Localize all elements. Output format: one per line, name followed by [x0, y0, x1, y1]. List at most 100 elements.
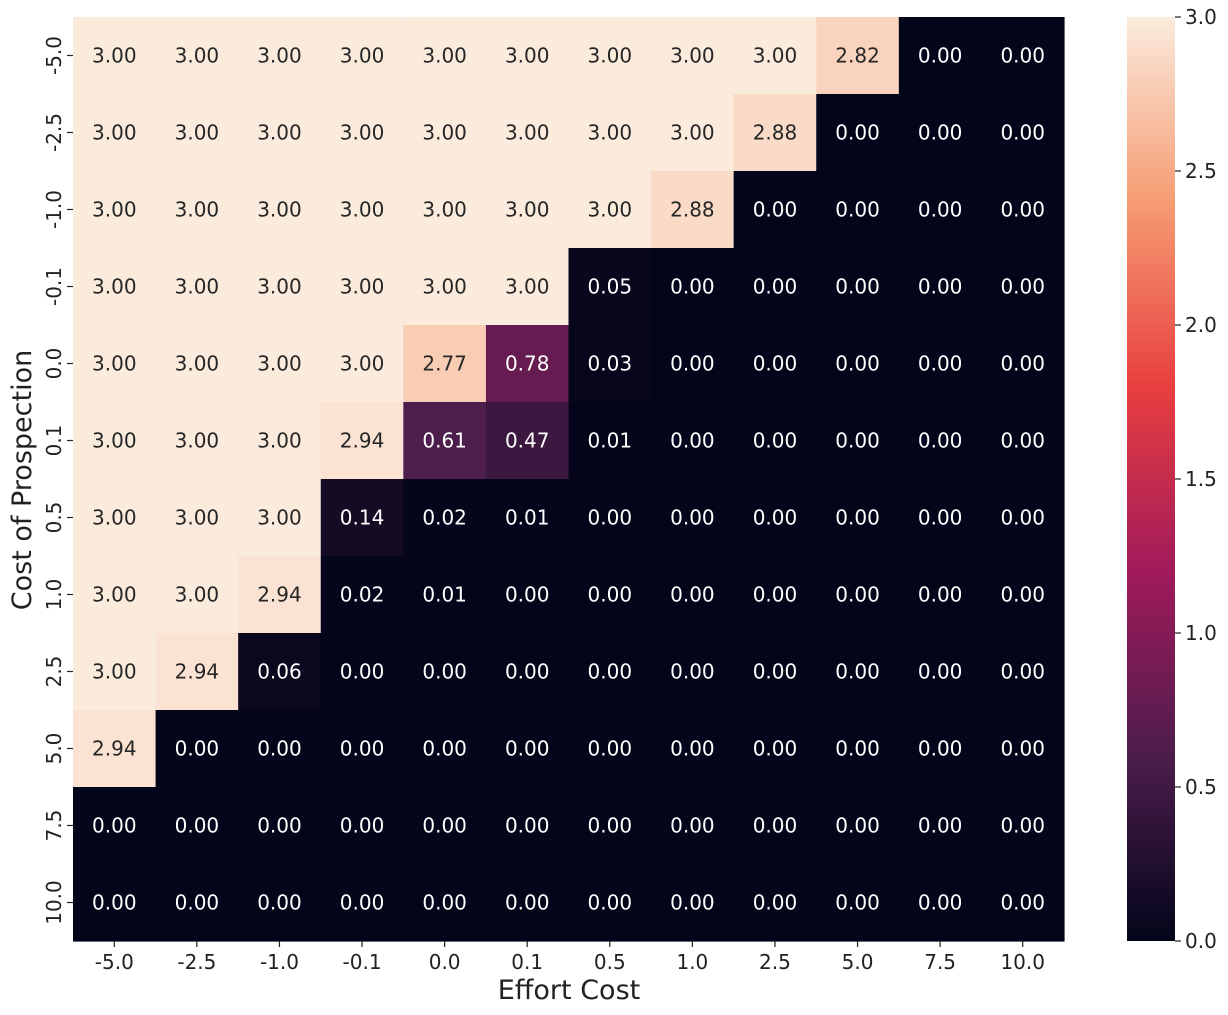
cell-value-label: 0.00: [753, 506, 798, 530]
heatmap-cell: [155, 787, 239, 865]
heatmap-cell: [73, 864, 157, 942]
heatmap-cell: [733, 94, 817, 172]
x-tick-label: -5.0: [95, 950, 134, 974]
heatmap-cell: [981, 479, 1065, 557]
heatmap-cell: [568, 479, 652, 557]
heatmap-cell: [898, 171, 983, 249]
cell-value-label: 2.88: [753, 121, 798, 145]
heatmap-cell: [155, 17, 239, 95]
heatmap-cell: [485, 556, 570, 634]
cell-value-label: 0.00: [588, 891, 633, 915]
cell-value-label: 2.82: [835, 44, 880, 68]
cell-value-label: 0.00: [753, 660, 798, 684]
heatmap-cell: [733, 864, 817, 942]
heatmap-cell: [320, 171, 404, 249]
heatmap-cell: [238, 633, 322, 711]
cell-value-label: 0.00: [918, 121, 963, 145]
heatmap-cell: [155, 402, 239, 480]
y-tick-label: -1.0: [42, 190, 66, 229]
heatmap-cell: [981, 402, 1065, 480]
cell-value-label: 0.00: [505, 891, 550, 915]
cell-value-label: 0.00: [835, 891, 880, 915]
cell-value-label: 0.00: [1000, 121, 1045, 145]
heatmap-cell: [320, 94, 404, 172]
heatmap-cell: [155, 171, 239, 249]
heatmap-cell: [403, 864, 487, 942]
cell-value-label: 2.94: [92, 737, 137, 761]
cell-value-label: 0.00: [1000, 429, 1045, 453]
cell-value-label: 3.00: [175, 198, 220, 222]
heatmap-cell: [238, 710, 322, 788]
cell-value-label: 0.78: [505, 352, 550, 376]
cell-value-label: 0.01: [505, 506, 550, 530]
cell-value-label: 0.00: [918, 198, 963, 222]
heatmap-cell: [898, 248, 983, 326]
cell-value-label: 0.00: [1000, 198, 1045, 222]
cell-value-label: 0.03: [588, 352, 633, 376]
cell-value-label: 3.00: [92, 660, 137, 684]
cell-value-label: 0.00: [918, 506, 963, 530]
cell-value-label: 3.00: [422, 121, 467, 145]
heatmap-cell: [403, 171, 487, 249]
heatmap-cell: [485, 787, 570, 865]
heatmap-cell: [651, 556, 735, 634]
heatmap-cell: [981, 17, 1065, 95]
heatmap-cell: [651, 402, 735, 480]
heatmap-cell: [898, 402, 983, 480]
cell-value-label: 2.77: [422, 352, 467, 376]
cell-value-label: 0.00: [753, 275, 798, 299]
heatmap-cell: [238, 479, 322, 557]
heatmap-cell: [733, 633, 817, 711]
cell-value-label: 2.94: [175, 660, 220, 684]
cell-value-label: 3.00: [175, 275, 220, 299]
heatmap-cell: [898, 633, 983, 711]
heatmap-cell: [73, 402, 157, 480]
colorbar-gradient: [1127, 17, 1175, 941]
cell-value-label: 0.00: [753, 814, 798, 838]
colorbar-tick-label: 0.0: [1185, 929, 1217, 953]
heatmap-cell: [320, 17, 404, 95]
cell-value-label: 0.00: [753, 352, 798, 376]
heatmap-cell: [816, 479, 900, 557]
cell-value-label: 0.00: [670, 506, 715, 530]
cell-value-label: 0.00: [670, 429, 715, 453]
cell-value-label: 3.00: [422, 275, 467, 299]
cell-value-label: 3.00: [505, 275, 550, 299]
heatmap-cell: [73, 17, 157, 95]
heatmap-cell: [733, 402, 817, 480]
cell-value-label: 3.00: [92, 429, 137, 453]
heatmap-cell: [816, 633, 900, 711]
colorbar: 0.0 0.5 1.0 1.5 2.0 2.5 3.0: [1127, 5, 1217, 953]
cell-annotations: 3.00 3.00 3.00 3.00 3.00 3.00 3.00 3.00 3.00 2.82…: [92, 44, 1045, 915]
heatmap-cell: [320, 787, 404, 865]
cell-value-label: 0.00: [835, 275, 880, 299]
heatmap-cell: [816, 556, 900, 634]
heatmap-cell: [403, 402, 487, 480]
cell-value-label: 3.00: [92, 583, 137, 607]
cell-value-label: 3.00: [175, 44, 220, 68]
heatmap-cell: [651, 710, 735, 788]
y-axis: -5.0 -2.5 -1.0 -0.1 0.0 0.1 0.5 1.0 2.5 5.0 7.5 10.…: [42, 36, 73, 925]
heatmap-cell: [155, 633, 239, 711]
heatmap-cell: [816, 248, 900, 326]
cell-value-label: 0.00: [340, 891, 385, 915]
heatmap-cell: [568, 787, 652, 865]
y-tick-label: -2.5: [42, 113, 66, 152]
cell-value-label: 0.00: [422, 660, 467, 684]
cell-value-label: 0.00: [1000, 583, 1045, 607]
heatmap-cell: [485, 248, 570, 326]
heatmap-cell: [568, 710, 652, 788]
cell-value-label: 0.02: [340, 583, 385, 607]
heatmap-cell: [651, 325, 735, 403]
y-tick-label: 0.5: [42, 502, 66, 534]
cell-value-label: 0.00: [1000, 891, 1045, 915]
heatmap-cells: [73, 17, 1065, 942]
cell-value-label: 0.00: [505, 737, 550, 761]
heatmap-cell: [816, 171, 900, 249]
cell-value-label: 0.00: [918, 891, 963, 915]
colorbar-tick-label: 2.0: [1185, 313, 1217, 337]
heatmap-cell: [733, 787, 817, 865]
cell-value-label: 2.94: [257, 583, 302, 607]
heatmap-cell: [568, 325, 652, 403]
cell-value-label: 0.00: [92, 814, 137, 838]
